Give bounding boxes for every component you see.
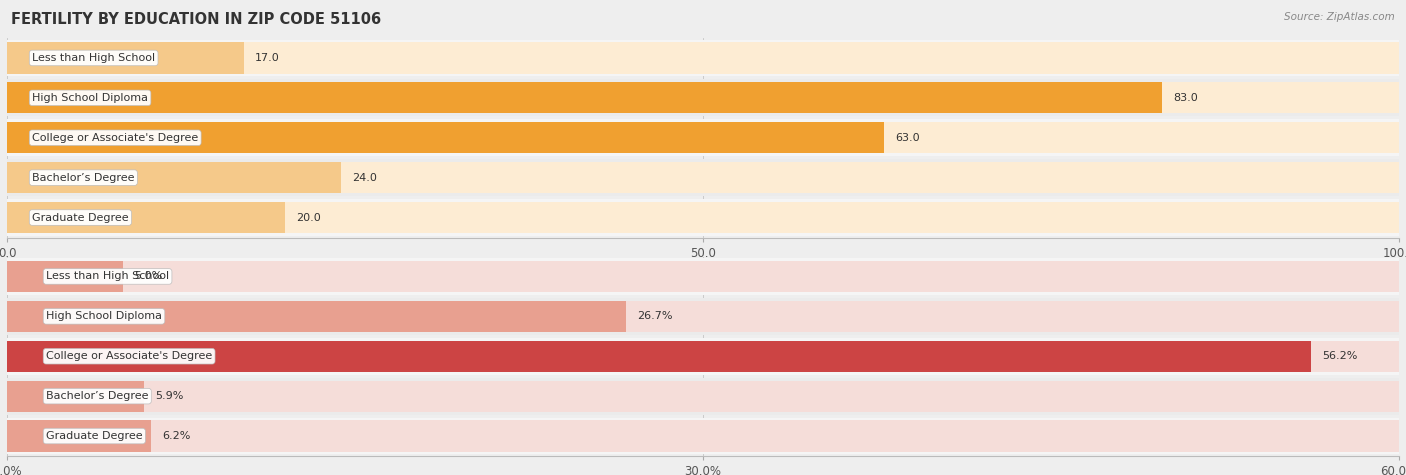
Bar xyxy=(7,39,1399,76)
Bar xyxy=(7,341,1399,372)
Bar xyxy=(7,82,1163,114)
Bar xyxy=(7,420,150,452)
Bar xyxy=(7,261,124,292)
Text: FERTILITY BY EDUCATION IN ZIP CODE 51106: FERTILITY BY EDUCATION IN ZIP CODE 51106 xyxy=(11,12,381,27)
Text: Less than High School: Less than High School xyxy=(32,53,155,63)
Text: High School Diploma: High School Diploma xyxy=(32,93,148,103)
Text: High School Diploma: High School Diploma xyxy=(46,311,162,322)
Text: 17.0: 17.0 xyxy=(254,53,280,63)
Bar xyxy=(7,420,1399,452)
Bar xyxy=(7,378,1399,415)
Text: College or Associate's Degree: College or Associate's Degree xyxy=(46,351,212,361)
Bar xyxy=(7,162,1399,193)
Bar xyxy=(7,119,1399,156)
Text: 20.0: 20.0 xyxy=(297,212,322,223)
Text: 26.7%: 26.7% xyxy=(637,311,673,322)
Bar xyxy=(7,122,1399,153)
Text: 63.0: 63.0 xyxy=(896,133,920,143)
Bar xyxy=(7,258,1399,295)
Bar xyxy=(7,42,243,74)
Text: 24.0: 24.0 xyxy=(353,172,377,183)
Bar xyxy=(7,42,1399,74)
Bar xyxy=(7,202,1399,233)
Text: Graduate Degree: Graduate Degree xyxy=(46,431,142,441)
Bar xyxy=(7,301,1399,332)
Text: Less than High School: Less than High School xyxy=(46,271,169,282)
Text: 5.0%: 5.0% xyxy=(134,271,163,282)
Bar xyxy=(7,199,1399,236)
Text: Bachelor’s Degree: Bachelor’s Degree xyxy=(46,391,149,401)
Text: Bachelor’s Degree: Bachelor’s Degree xyxy=(32,172,135,183)
Text: 6.2%: 6.2% xyxy=(162,431,190,441)
Text: Graduate Degree: Graduate Degree xyxy=(32,212,129,223)
Bar xyxy=(7,261,1399,292)
Text: 56.2%: 56.2% xyxy=(1322,351,1357,361)
Text: 5.9%: 5.9% xyxy=(155,391,183,401)
Bar xyxy=(7,380,1399,412)
Bar xyxy=(7,79,1399,116)
Bar xyxy=(7,301,627,332)
Bar xyxy=(7,159,1399,196)
Bar xyxy=(7,338,1399,375)
Bar xyxy=(7,82,1399,114)
Bar xyxy=(7,122,884,153)
Bar xyxy=(7,298,1399,335)
Text: Source: ZipAtlas.com: Source: ZipAtlas.com xyxy=(1284,12,1395,22)
Bar xyxy=(7,202,285,233)
Bar xyxy=(7,380,143,412)
Bar xyxy=(7,341,1310,372)
Bar xyxy=(7,418,1399,455)
Text: College or Associate's Degree: College or Associate's Degree xyxy=(32,133,198,143)
Bar xyxy=(7,162,342,193)
Text: 83.0: 83.0 xyxy=(1174,93,1198,103)
